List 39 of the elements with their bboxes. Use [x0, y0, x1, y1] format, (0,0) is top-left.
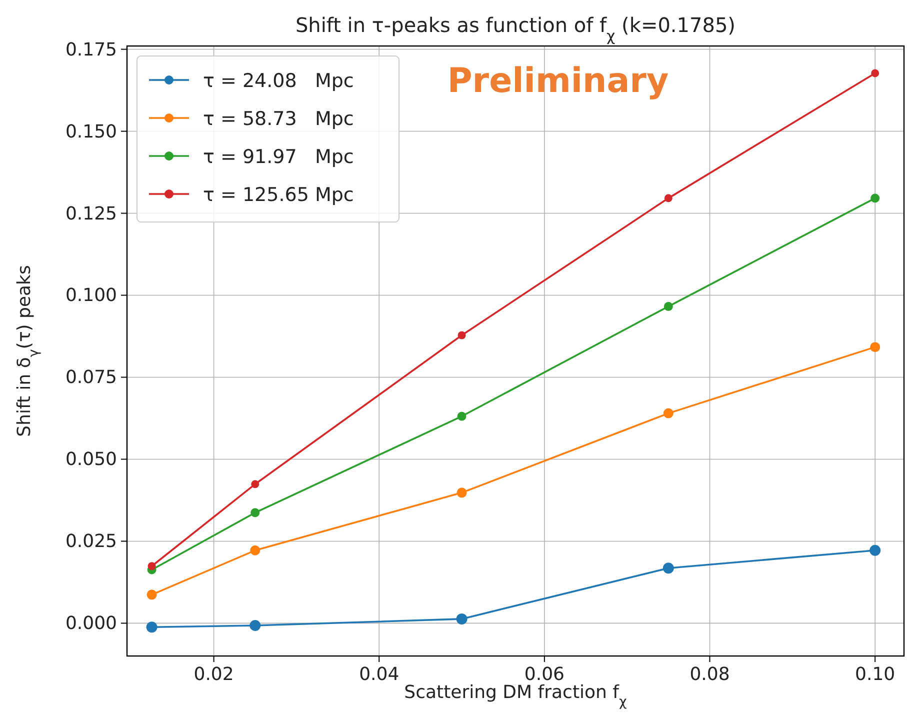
point	[870, 544, 881, 556]
x-tick-label: 0.08	[690, 664, 730, 685]
point	[251, 480, 260, 488]
legend-label: τ = 24.08 Mpc	[203, 70, 354, 92]
point	[146, 590, 157, 600]
annotation: Preliminary	[447, 61, 669, 101]
point	[456, 488, 467, 498]
y-tick-label: 0.075	[65, 367, 117, 388]
point	[458, 331, 466, 340]
y-tick-label: 0.000	[65, 613, 117, 634]
legend-label: τ = 58.73 Mpc	[203, 108, 354, 130]
y-tick-label: 0.150	[65, 121, 117, 142]
y-tick-label: 0.025	[65, 531, 117, 552]
point	[250, 620, 261, 631]
point	[250, 545, 260, 556]
x-axis-title: Scattering DM fraction f$_{χ}$	[404, 682, 628, 710]
point	[148, 562, 156, 570]
chart-title: Shift in τ-peaks as function of f$_{χ}$ (k=0.1785)	[295, 13, 736, 45]
point	[664, 194, 672, 202]
point	[662, 562, 674, 574]
point	[146, 622, 158, 633]
point	[870, 194, 880, 203]
point	[457, 412, 466, 421]
y-tick-label: 0.175	[65, 39, 117, 60]
point	[871, 69, 880, 78]
point	[663, 408, 674, 418]
point	[456, 613, 468, 624]
x-tick-label: 0.02	[194, 664, 234, 685]
y-tick-label: 0.100	[65, 285, 117, 306]
legend-label: τ = 125.65 Mpc	[203, 184, 354, 206]
x-tick-label: 0.04	[359, 664, 400, 685]
point	[870, 342, 880, 352]
y-tick-label: 0.050	[65, 449, 117, 470]
y-tick-label: 0.125	[65, 203, 117, 224]
point	[250, 508, 260, 518]
point	[664, 302, 673, 311]
x-tick-label: 0.06	[524, 664, 564, 685]
x-tick-label: 0.10	[855, 664, 896, 685]
legend-label: τ = 91.97 Mpc	[203, 146, 354, 168]
